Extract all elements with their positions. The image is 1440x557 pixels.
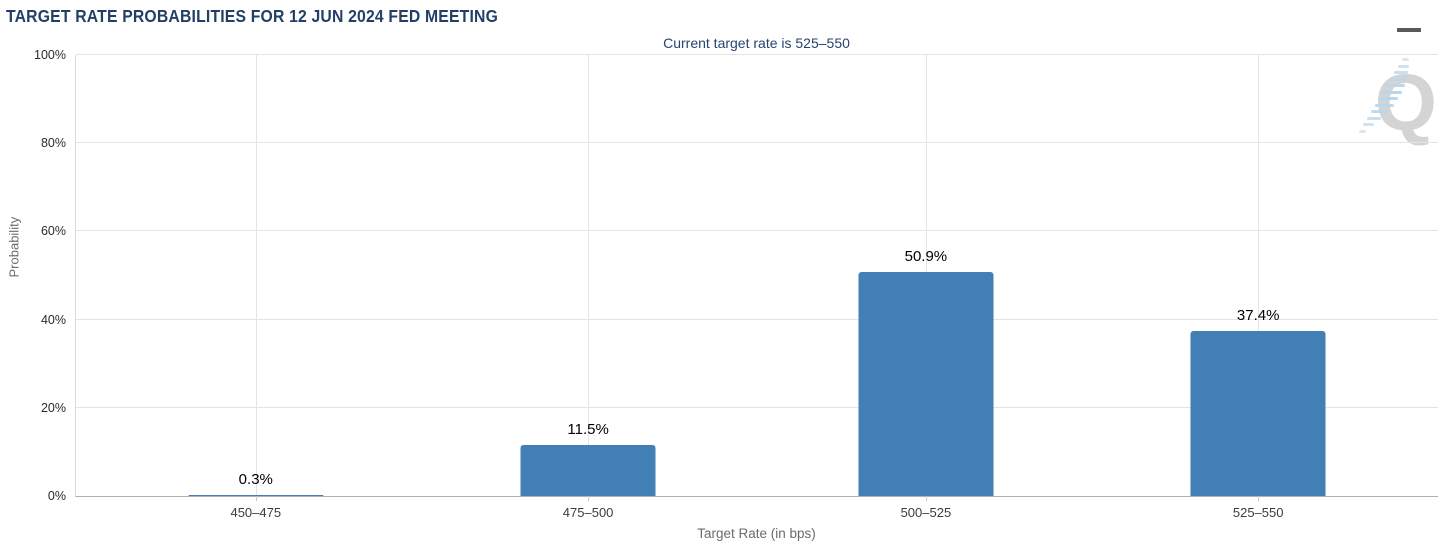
x-tick-label: 525–550 xyxy=(1232,505,1284,520)
watermark-swoosh-dash xyxy=(1366,116,1381,120)
watermark-swoosh-dash xyxy=(1374,103,1394,107)
bar-500-525[interactable] xyxy=(858,271,994,496)
vertical-gridline xyxy=(255,55,257,496)
x-tick-mark xyxy=(925,496,927,501)
vertical-gridline xyxy=(588,55,590,496)
watermark-swoosh-dash xyxy=(1402,58,1409,61)
x-tick-label: 450–475 xyxy=(230,505,282,520)
x-tick-label: 500–525 xyxy=(900,505,952,520)
watermark-swoosh-dash xyxy=(1394,71,1409,74)
page-title: TARGET RATE PROBABILITIES FOR 12 JUN 202… xyxy=(6,6,499,26)
horizontal-gridline xyxy=(76,318,1438,320)
bar-450-475[interactable] xyxy=(188,494,324,496)
x-tick-label: 475–500 xyxy=(562,505,614,520)
y-tick-label: 80% xyxy=(40,136,66,151)
watermark-swoosh-dash xyxy=(1370,110,1388,113)
x-axis-title: Target Rate (in bps) xyxy=(697,526,816,541)
watermark-swoosh-dash xyxy=(1378,97,1399,100)
x-tick-mark xyxy=(255,496,257,501)
hamburger-icon xyxy=(1397,28,1421,32)
bar-value-label: 11.5% xyxy=(567,421,609,439)
y-tick-label: 40% xyxy=(40,312,66,327)
y-tick-label: 20% xyxy=(40,400,66,415)
x-tick-mark xyxy=(1258,496,1260,501)
watermark-swoosh-dash xyxy=(1363,123,1374,126)
y-tick-label: 0% xyxy=(47,489,66,503)
watermark-swoosh-dash xyxy=(1398,64,1409,68)
watermark-swoosh-dash xyxy=(1359,129,1367,133)
horizontal-gridline xyxy=(76,54,1438,55)
quikstrike-watermark: Q xyxy=(1356,55,1438,151)
chart-subtitle: Current target rate is 525–550 xyxy=(663,35,850,51)
hamburger-menu-button[interactable] xyxy=(1397,15,1435,35)
watermark-swoosh-dash xyxy=(1382,90,1403,94)
horizontal-gridline xyxy=(76,142,1438,144)
bar-value-label: 37.4% xyxy=(1236,307,1280,325)
watermark-swoosh-dash xyxy=(1390,77,1408,81)
bar-chart-plot-area: Q 0% 20% 40% 60% 80% 100% 450–475 0.3% 475–500 11… xyxy=(34,48,1438,520)
bar-525-550[interactable] xyxy=(1190,331,1326,496)
bar-475-500[interactable] xyxy=(520,445,656,496)
horizontal-gridline xyxy=(76,230,1438,232)
bar-value-label: 50.9% xyxy=(904,247,948,265)
quikstrike-q-logo: Q xyxy=(1374,58,1437,147)
x-tick-mark xyxy=(588,496,590,501)
watermark-swoosh-dash xyxy=(1386,84,1406,87)
bar-value-label: 0.3% xyxy=(238,470,273,488)
vertical-gridline xyxy=(1258,55,1260,496)
horizontal-gridline xyxy=(76,406,1438,408)
y-tick-label: 100% xyxy=(34,48,66,62)
y-tick-label: 60% xyxy=(40,224,66,239)
